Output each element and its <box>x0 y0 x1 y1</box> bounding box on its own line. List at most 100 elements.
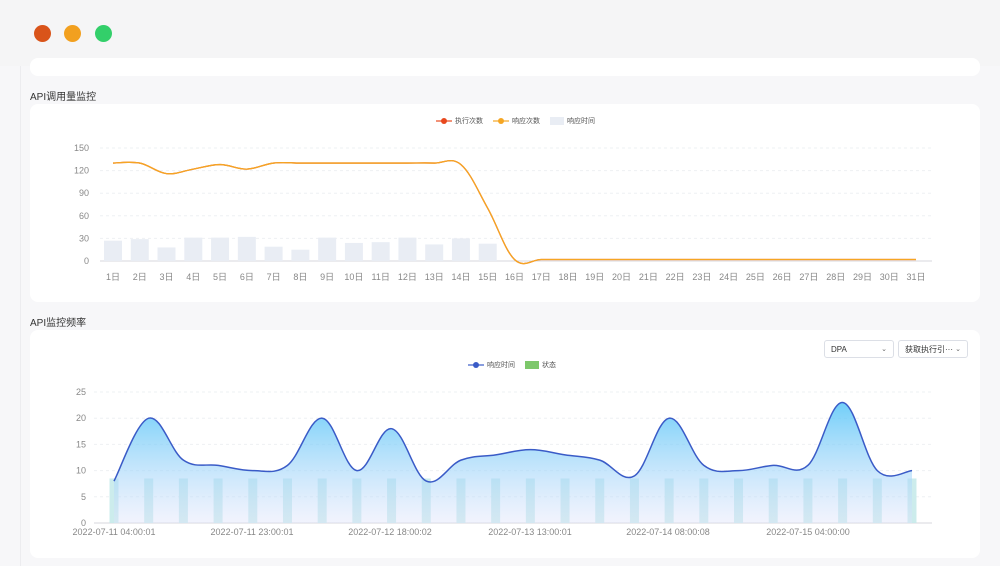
legend-exec-icon <box>436 118 452 124</box>
legend-resp-icon <box>493 118 509 124</box>
chart2-y-tick-label: 15 <box>76 439 86 449</box>
chart1-x-tick-label: 17日 <box>532 272 551 282</box>
chart1-x-tick-label: 10日 <box>344 272 363 282</box>
chart1-bar <box>211 237 230 261</box>
chart1-bar <box>291 249 310 261</box>
minimize-window-button[interactable] <box>64 25 81 42</box>
legend-resp-label: 响应次数 <box>512 118 540 125</box>
chart1-x-tick-label: 11日 <box>371 272 389 282</box>
chart2-y-tick-label: 10 <box>76 466 86 476</box>
chart2-x-tick-label: 2022-07-11 23:00:01 <box>211 527 294 537</box>
chart1-y-tick-label: 30 <box>79 233 89 243</box>
chart2-x-tick-label: 2022-07-15 04:00:00 <box>766 527 850 537</box>
chart1-x-tick-label: 6日 <box>240 272 254 282</box>
chart1-y-tick-label: 120 <box>74 166 89 176</box>
chart2-x-tick-label: 2022-07-14 08:00:08 <box>626 527 710 537</box>
chart1-x-tick-label: 14日 <box>451 272 470 282</box>
legend-item-resp[interactable]: 响应次数 <box>493 116 540 126</box>
chart1-x-tick-label: 12日 <box>398 272 417 282</box>
chart1-bar <box>398 237 417 261</box>
chart1-x-tick-label: 3日 <box>160 272 174 282</box>
title-bar <box>0 0 1000 66</box>
chart1-y-tick-label: 0 <box>84 256 89 266</box>
chart1-bar <box>425 244 444 261</box>
chart1-bar <box>318 237 337 261</box>
chart1-x-tick-label: 2日 <box>133 272 147 282</box>
chart1-bar <box>451 238 470 261</box>
chart1-bar <box>184 237 203 261</box>
chart2-y-tick-label: 0 <box>81 518 86 528</box>
chart1-x-tick-label: 16日 <box>505 272 524 282</box>
chart1-x-tick-label: 22日 <box>666 272 685 282</box>
api-calls-card: 执行次数 响应次数 响应时间 150 120 90 60 30 0 1日 2日 3日 4日 5日 6日… <box>30 104 980 302</box>
chart1-series-line-0 <box>112 159 916 265</box>
api-calls-section-title: API调用量监控 <box>30 92 97 103</box>
chart1-bar <box>371 242 390 261</box>
dpa-select[interactable]: DPA ⌄ <box>824 340 894 358</box>
chart1-bar <box>344 242 363 261</box>
chart1-bar <box>478 243 497 261</box>
chart1-x-tick-label: 5日 <box>213 272 227 282</box>
chart2-x-tick-label: 2022-07-11 04:00:01 <box>73 527 156 537</box>
chart2-legend: 响应时间 状态 <box>468 360 566 370</box>
chart1-x-tick-label: 20日 <box>612 272 631 282</box>
chart2-series-line <box>113 401 913 483</box>
chart2-y-tick-label: 20 <box>76 413 86 423</box>
executor-select[interactable]: 获取执行引··· ⌄ <box>898 340 968 358</box>
chart1-x-tick-label: 24日 <box>719 272 738 282</box>
legend-resp-time-label: 响应时间 <box>567 118 595 125</box>
api-freq-section-title: API监控频率 <box>30 318 87 329</box>
legend-status-icon <box>525 361 539 369</box>
previous-card <box>30 58 980 76</box>
chart1-bar <box>104 240 122 261</box>
legend-item-resp-time[interactable]: 响应时间 <box>550 116 595 126</box>
chart1-x-tick-label: 21日 <box>639 272 658 282</box>
chart1-series-line-1 <box>112 159 916 265</box>
chart1-y-tick-label: 90 <box>79 188 89 198</box>
chart1-x-tick-label: 23日 <box>692 272 711 282</box>
chart1-x-tick-label: 13日 <box>425 272 444 282</box>
legend-exec-label: 执行次数 <box>455 118 483 125</box>
legend-status-label: 状态 <box>542 362 556 369</box>
maximize-window-button[interactable] <box>95 25 112 42</box>
api-freq-card: DPA ⌄ 获取执行引··· ⌄ 响应时间 状态 25 20 15 10 5 0 2022-… <box>30 330 980 558</box>
chart2-area-fill <box>114 402 912 523</box>
legend-item-resp-time2[interactable]: 响应时间 <box>468 360 515 370</box>
chart2-x-tick-label: 2022-07-12 18:00:02 <box>348 527 432 537</box>
sidebar-edge <box>20 66 21 566</box>
chart1-x-tick-label: 31日 <box>906 272 925 282</box>
chart2-y-tick-label: 25 <box>76 387 86 397</box>
chart1-bar <box>264 246 283 261</box>
executor-select-value: 获取执行引··· <box>905 344 953 354</box>
chart2-x-tick-label: 2022-07-13 13:00:01 <box>488 527 572 537</box>
chart1-x-tick-label: 15日 <box>478 272 497 282</box>
chart1-y-tick-label: 150 <box>74 143 89 153</box>
chevron-down-icon: ⌄ <box>881 346 887 353</box>
legend-item-exec[interactable]: 执行次数 <box>436 116 483 126</box>
chart1-legend: 执行次数 响应次数 响应时间 <box>436 116 605 126</box>
chart1-x-tick-label: 4日 <box>186 272 200 282</box>
chart1-x-tick-label: 1日 <box>106 272 120 282</box>
chart1-x-tick-label: 27日 <box>799 272 818 282</box>
chart1-x-tick-label: 19日 <box>585 272 604 282</box>
chart1-x-tick-label: 30日 <box>880 272 899 282</box>
chevron-down-icon: ⌄ <box>955 346 961 353</box>
chart1-bar <box>130 239 149 261</box>
chart1-x-tick-label: 7日 <box>267 272 281 282</box>
legend-resp-time2-icon <box>468 362 484 368</box>
chart1-y-tick-label: 60 <box>79 211 89 221</box>
api-calls-chart: 150 120 90 60 30 0 1日 2日 3日 4日 5日 6日 7日 8日 9日 10日 11日 12日… <box>74 143 932 282</box>
chart1-x-tick-label: 18日 <box>559 272 578 282</box>
legend-item-status[interactable]: 状态 <box>525 360 556 370</box>
legend-resp-time2-label: 响应时间 <box>487 362 515 369</box>
chart2-y-tick-label: 5 <box>81 492 86 502</box>
chart1-x-tick-label: 25日 <box>746 272 765 282</box>
chart1-bar <box>157 247 176 261</box>
close-window-button[interactable] <box>34 25 51 42</box>
chart1-x-tick-label: 9日 <box>320 272 334 282</box>
chart1-x-tick-label: 8日 <box>293 272 307 282</box>
legend-resp-time-icon <box>550 117 564 125</box>
dpa-select-value: DPA <box>831 344 847 354</box>
